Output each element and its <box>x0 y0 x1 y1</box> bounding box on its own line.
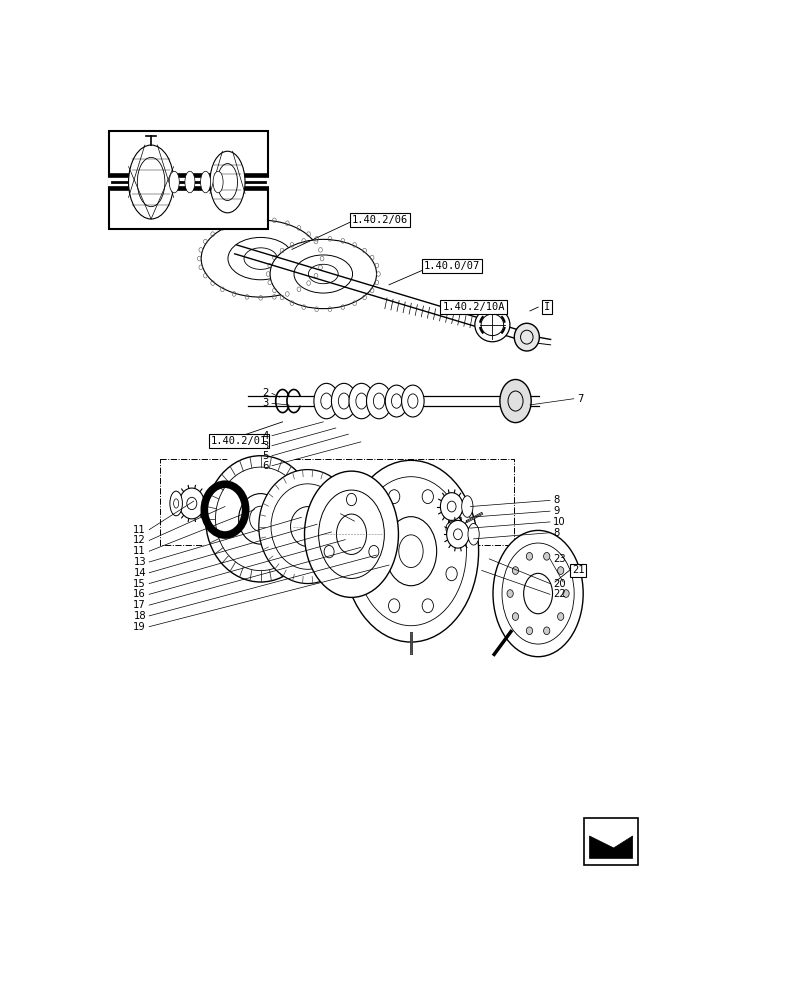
Ellipse shape <box>468 523 479 545</box>
Ellipse shape <box>201 220 320 297</box>
Ellipse shape <box>314 383 339 419</box>
Circle shape <box>364 567 376 581</box>
Text: 14: 14 <box>133 568 146 578</box>
Circle shape <box>347 493 356 506</box>
Ellipse shape <box>349 383 374 419</box>
Text: 5: 5 <box>263 451 269 461</box>
Ellipse shape <box>331 383 356 419</box>
Text: 11: 11 <box>133 546 146 556</box>
Ellipse shape <box>169 171 179 193</box>
Ellipse shape <box>402 385 424 417</box>
Circle shape <box>447 520 469 548</box>
Ellipse shape <box>385 385 408 417</box>
Ellipse shape <box>170 491 183 516</box>
Ellipse shape <box>270 239 377 309</box>
Ellipse shape <box>259 470 356 584</box>
Text: 22: 22 <box>553 589 566 599</box>
Text: 13: 13 <box>133 557 146 567</box>
Circle shape <box>512 567 519 574</box>
Text: 9: 9 <box>553 506 559 516</box>
Ellipse shape <box>475 308 510 342</box>
Text: 12: 12 <box>133 535 146 545</box>
Text: 6: 6 <box>263 461 269 471</box>
Text: 19: 19 <box>133 622 146 632</box>
Circle shape <box>179 488 204 519</box>
Circle shape <box>368 545 379 558</box>
Text: I: I <box>544 302 550 312</box>
Circle shape <box>389 599 400 613</box>
Text: 2: 2 <box>263 388 269 398</box>
Text: 4: 4 <box>263 431 269 441</box>
Ellipse shape <box>213 171 223 193</box>
Text: 1.40.2/06: 1.40.2/06 <box>351 215 408 225</box>
Circle shape <box>422 599 433 613</box>
Ellipse shape <box>196 217 325 300</box>
Ellipse shape <box>200 171 211 193</box>
Text: 8: 8 <box>553 495 559 505</box>
Text: 10: 10 <box>553 517 566 527</box>
Ellipse shape <box>265 236 381 312</box>
Text: 20: 20 <box>553 579 566 589</box>
Bar <box>108 131 268 229</box>
Circle shape <box>324 545 335 558</box>
Ellipse shape <box>343 460 478 642</box>
Ellipse shape <box>515 323 540 351</box>
Text: 3: 3 <box>263 398 269 408</box>
Circle shape <box>526 552 532 560</box>
Text: 23: 23 <box>553 554 566 564</box>
Ellipse shape <box>305 471 398 597</box>
Text: 21: 21 <box>572 565 584 575</box>
Bar <box>584 818 638 865</box>
Ellipse shape <box>367 383 392 419</box>
Text: 3: 3 <box>263 441 269 451</box>
Text: 1.40.2/10A: 1.40.2/10A <box>442 302 505 312</box>
Ellipse shape <box>200 448 322 590</box>
Text: 18: 18 <box>133 611 146 621</box>
Circle shape <box>544 552 550 560</box>
Circle shape <box>364 522 376 536</box>
Text: 16: 16 <box>133 589 146 599</box>
Circle shape <box>422 490 433 504</box>
Circle shape <box>544 627 550 635</box>
Circle shape <box>558 613 564 620</box>
Circle shape <box>389 490 400 504</box>
Text: 15: 15 <box>133 579 146 589</box>
Circle shape <box>446 522 457 536</box>
Circle shape <box>558 567 564 574</box>
Ellipse shape <box>205 456 316 582</box>
Ellipse shape <box>500 379 531 423</box>
Circle shape <box>563 590 569 597</box>
Text: 8: 8 <box>553 528 559 538</box>
Circle shape <box>512 613 519 620</box>
Ellipse shape <box>185 171 195 193</box>
Ellipse shape <box>493 530 583 657</box>
Text: 17: 17 <box>133 600 146 610</box>
Circle shape <box>440 493 463 520</box>
Text: 11: 11 <box>133 525 146 535</box>
Ellipse shape <box>210 151 245 213</box>
Text: 1.40.2/01: 1.40.2/01 <box>211 436 267 446</box>
Circle shape <box>507 590 513 597</box>
Polygon shape <box>590 836 633 858</box>
Text: 1.40.0/07: 1.40.0/07 <box>423 261 480 271</box>
Ellipse shape <box>461 496 473 517</box>
Ellipse shape <box>128 145 174 219</box>
Text: 7: 7 <box>577 394 583 404</box>
Circle shape <box>446 567 457 581</box>
Circle shape <box>526 627 532 635</box>
